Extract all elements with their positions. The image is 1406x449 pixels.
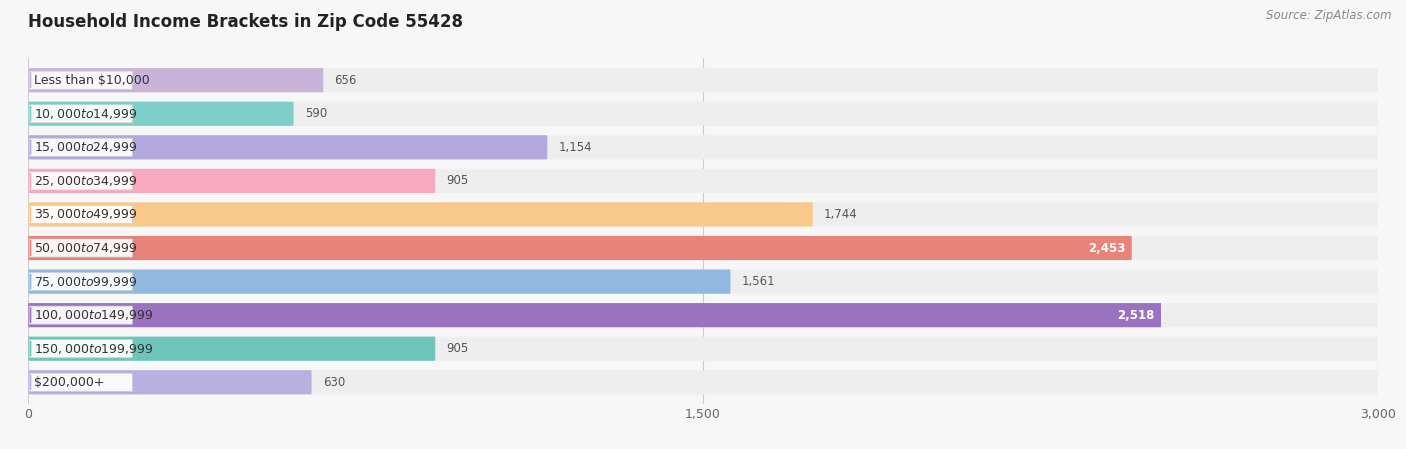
FancyBboxPatch shape [30,239,132,257]
FancyBboxPatch shape [28,269,1378,294]
FancyBboxPatch shape [30,105,132,123]
FancyBboxPatch shape [28,337,436,361]
FancyBboxPatch shape [28,101,294,126]
Text: 630: 630 [323,376,344,389]
FancyBboxPatch shape [28,101,1378,126]
FancyBboxPatch shape [28,370,1378,394]
FancyBboxPatch shape [30,339,132,358]
Text: 2,453: 2,453 [1088,242,1125,255]
Text: 905: 905 [447,174,468,187]
FancyBboxPatch shape [28,68,1378,92]
FancyBboxPatch shape [28,337,1378,361]
Text: 590: 590 [305,107,328,120]
Text: $15,000 to $24,999: $15,000 to $24,999 [34,141,138,154]
FancyBboxPatch shape [28,68,323,92]
Text: $10,000 to $14,999: $10,000 to $14,999 [34,107,138,121]
FancyBboxPatch shape [28,303,1378,327]
FancyBboxPatch shape [30,172,132,190]
Text: $100,000 to $149,999: $100,000 to $149,999 [34,308,153,322]
FancyBboxPatch shape [28,135,547,159]
Text: Household Income Brackets in Zip Code 55428: Household Income Brackets in Zip Code 55… [28,13,463,31]
FancyBboxPatch shape [30,306,132,324]
FancyBboxPatch shape [30,373,132,392]
Text: $50,000 to $74,999: $50,000 to $74,999 [34,241,138,255]
Text: 656: 656 [335,74,357,87]
FancyBboxPatch shape [28,169,1378,193]
FancyBboxPatch shape [28,370,312,394]
FancyBboxPatch shape [28,135,1378,159]
Text: $150,000 to $199,999: $150,000 to $199,999 [34,342,153,356]
Text: 1,561: 1,561 [742,275,775,288]
FancyBboxPatch shape [28,269,731,294]
FancyBboxPatch shape [30,138,132,156]
Text: 905: 905 [447,342,468,355]
FancyBboxPatch shape [28,236,1132,260]
Text: 1,744: 1,744 [824,208,858,221]
Text: $75,000 to $99,999: $75,000 to $99,999 [34,275,138,289]
FancyBboxPatch shape [28,202,813,227]
Text: $25,000 to $34,999: $25,000 to $34,999 [34,174,138,188]
FancyBboxPatch shape [30,205,132,224]
Text: 2,518: 2,518 [1116,308,1154,321]
Text: Less than $10,000: Less than $10,000 [34,74,149,87]
FancyBboxPatch shape [30,71,132,89]
FancyBboxPatch shape [28,169,436,193]
Text: 1,154: 1,154 [558,141,592,154]
FancyBboxPatch shape [28,202,1378,227]
FancyBboxPatch shape [30,273,132,291]
FancyBboxPatch shape [28,236,1378,260]
Text: $200,000+: $200,000+ [34,376,104,389]
Text: Source: ZipAtlas.com: Source: ZipAtlas.com [1267,9,1392,22]
FancyBboxPatch shape [28,303,1161,327]
Text: $35,000 to $49,999: $35,000 to $49,999 [34,207,138,221]
